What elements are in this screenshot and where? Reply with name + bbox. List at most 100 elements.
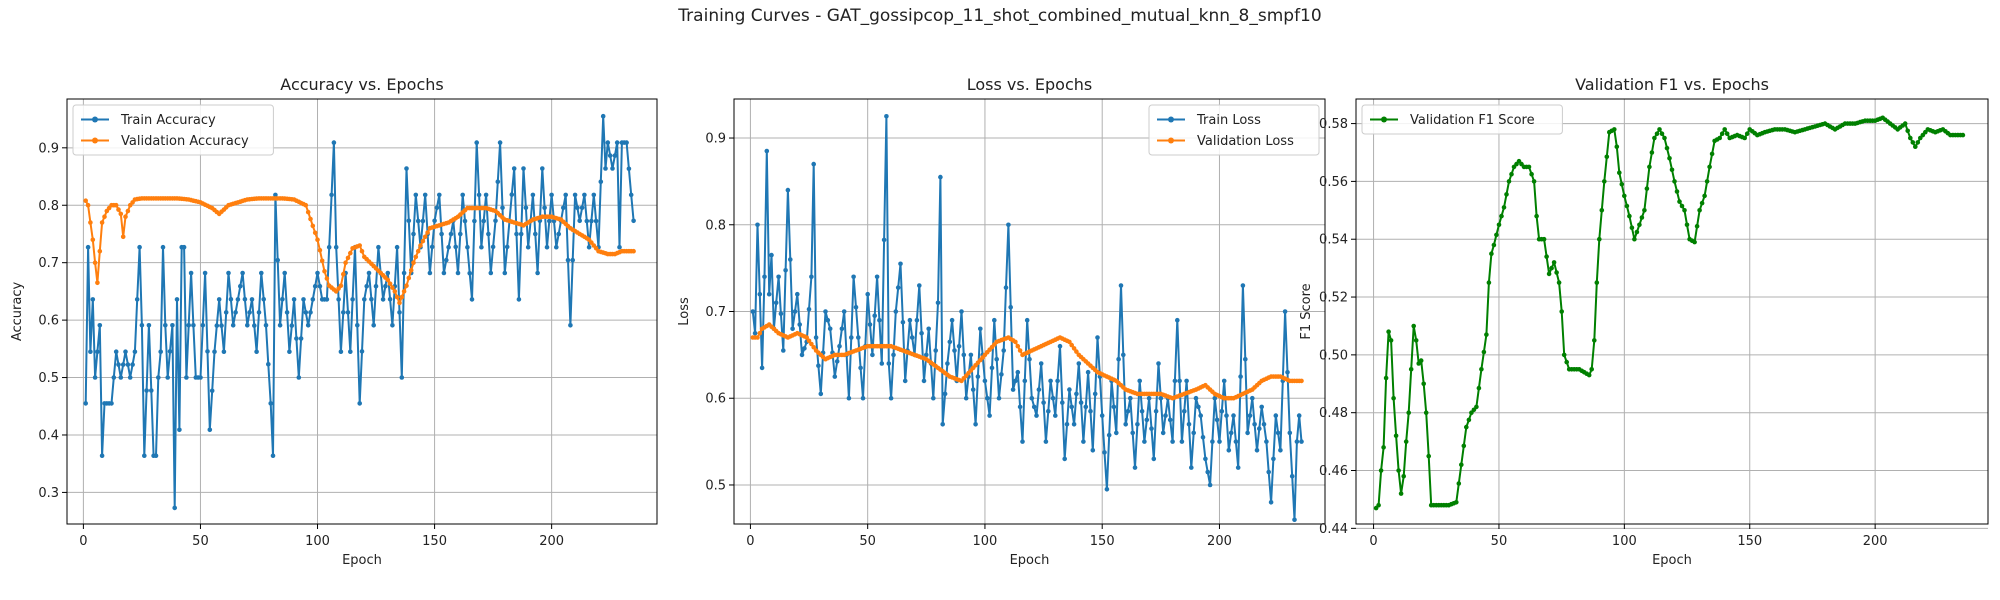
data-point xyxy=(1464,424,1469,430)
data-point xyxy=(83,198,88,203)
data-point xyxy=(1212,395,1218,401)
data-point xyxy=(1231,413,1236,418)
data-point xyxy=(518,231,524,237)
data-point xyxy=(1504,192,1509,197)
data-point xyxy=(577,218,582,224)
data-point xyxy=(1003,285,1009,290)
data-point xyxy=(973,422,978,427)
data-point xyxy=(766,291,772,297)
data-point xyxy=(326,244,332,250)
data-point xyxy=(1549,265,1554,271)
data-point xyxy=(816,363,821,369)
data-point xyxy=(935,300,941,306)
data-point xyxy=(1038,361,1044,366)
data-point xyxy=(1271,456,1276,462)
data-point xyxy=(125,208,131,214)
data-point xyxy=(1619,182,1625,187)
data-point xyxy=(525,244,531,250)
data-point xyxy=(472,218,477,224)
data-point xyxy=(1639,215,1645,220)
data-point xyxy=(1228,430,1234,436)
data-point xyxy=(305,323,311,328)
data-point xyxy=(1692,239,1697,245)
series-train-accuracy xyxy=(83,113,636,511)
data-point xyxy=(1604,154,1610,160)
data-point xyxy=(999,372,1004,377)
data-point xyxy=(357,243,363,248)
data-point xyxy=(181,244,187,250)
x-axis-label: Epoch xyxy=(1010,553,1050,568)
y-axis-label: Accuracy xyxy=(10,282,25,342)
data-point xyxy=(390,323,395,328)
data-point xyxy=(1287,430,1293,436)
data-point xyxy=(1526,164,1532,170)
data-point xyxy=(762,274,767,280)
data-point xyxy=(1050,395,1056,401)
legend: Train Accuracy Validation Accuracy xyxy=(72,104,274,156)
data-point xyxy=(120,234,126,240)
data-point xyxy=(1189,465,1194,470)
data-point xyxy=(1078,400,1084,405)
data-point xyxy=(149,388,154,393)
y-tick-label: 0.7 xyxy=(705,305,726,320)
data-point xyxy=(85,202,91,208)
data-point xyxy=(1426,453,1431,459)
data-point xyxy=(474,140,480,145)
data-point xyxy=(467,271,473,276)
data-point xyxy=(530,192,536,198)
data-point xyxy=(130,362,135,367)
data-point xyxy=(591,192,597,198)
data-point xyxy=(1182,408,1187,414)
data-point xyxy=(1742,135,1747,141)
data-point xyxy=(1634,229,1640,235)
data-point xyxy=(893,309,899,314)
data-point xyxy=(137,244,142,250)
data-point xyxy=(1296,413,1302,418)
data-point xyxy=(1406,410,1411,416)
data-point xyxy=(200,323,206,328)
data-point xyxy=(917,283,922,288)
data-point xyxy=(1137,378,1142,384)
data-point xyxy=(146,323,152,328)
data-point xyxy=(1111,404,1117,410)
data-point xyxy=(1662,135,1667,141)
data-point xyxy=(348,349,353,355)
legend-swatch-marker xyxy=(1168,116,1174,123)
data-point xyxy=(198,375,203,380)
data-point xyxy=(511,166,517,171)
data-point xyxy=(942,391,948,397)
data-point xyxy=(289,323,295,328)
data-point xyxy=(1908,135,1913,141)
data-point xyxy=(490,244,496,250)
data-point xyxy=(120,362,126,367)
data-point xyxy=(127,375,133,380)
data-point xyxy=(975,374,981,379)
data-point xyxy=(1240,283,1246,288)
data-point xyxy=(1421,381,1426,387)
data-point xyxy=(1114,430,1119,436)
data-point xyxy=(872,313,877,319)
data-point xyxy=(500,205,505,211)
data-point xyxy=(884,114,889,119)
data-point xyxy=(1534,213,1539,219)
data-point xyxy=(186,323,191,328)
data-point xyxy=(383,283,388,289)
data-point xyxy=(982,378,988,384)
legend-label: Train Loss xyxy=(1196,113,1261,128)
y-axis-label: Loss xyxy=(677,297,692,326)
data-point xyxy=(783,268,788,273)
data-point xyxy=(1684,222,1690,228)
chart-panel-validation-f1-vs-epochs: 0 50 100 150 200 0.44 0.46 0.48 0.50 0.52 0.54 0.56… xyxy=(1299,75,1989,568)
data-point xyxy=(926,326,931,332)
data-point xyxy=(1413,338,1419,343)
data-point xyxy=(832,374,838,379)
data-point xyxy=(1273,413,1279,418)
data-point xyxy=(570,257,575,263)
data-point xyxy=(1210,439,1215,444)
plot-frame xyxy=(66,98,658,525)
data-point xyxy=(263,323,269,328)
data-point xyxy=(280,296,285,302)
data-point xyxy=(563,192,568,198)
data-point xyxy=(415,218,421,224)
